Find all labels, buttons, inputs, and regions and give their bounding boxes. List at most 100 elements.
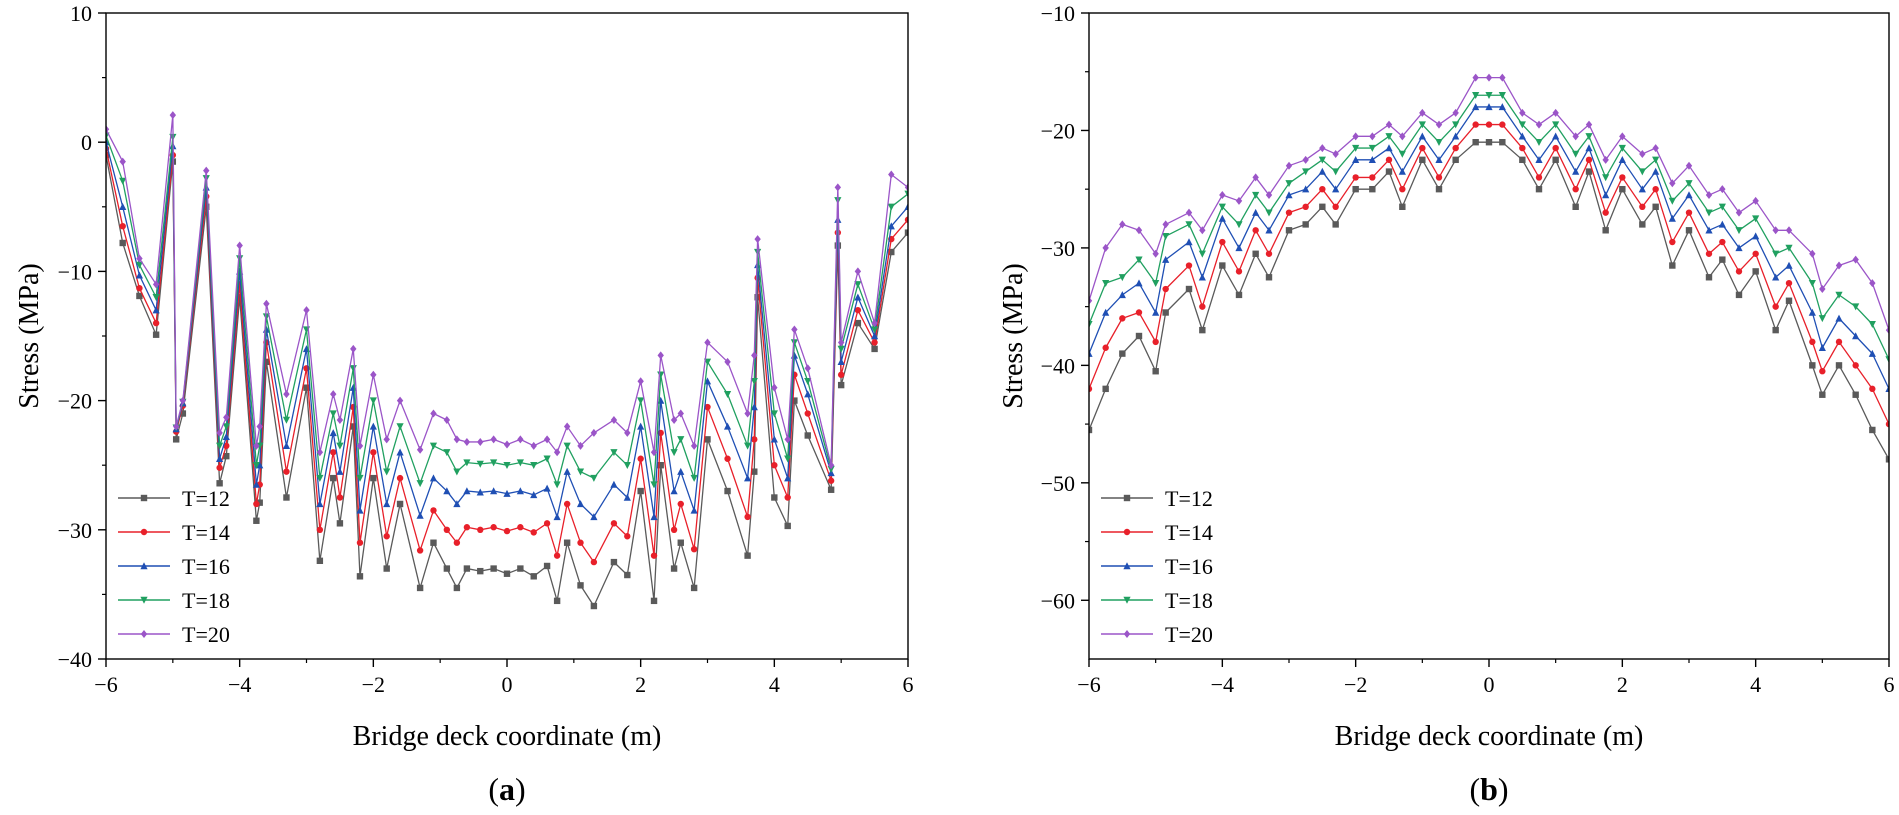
data-point bbox=[870, 332, 879, 340]
data-point bbox=[623, 493, 631, 501]
data-point bbox=[1219, 191, 1226, 200]
data-point bbox=[1252, 250, 1259, 257]
data-point bbox=[1419, 156, 1426, 164]
series-line-T14 bbox=[1089, 123, 1889, 425]
data-point bbox=[1809, 249, 1816, 258]
data-point bbox=[516, 487, 524, 495]
data-point bbox=[1152, 368, 1159, 375]
series-line-T20 bbox=[106, 114, 908, 466]
data-point bbox=[329, 410, 337, 418]
data-point bbox=[590, 474, 598, 482]
data-point bbox=[1118, 291, 1126, 299]
data-point bbox=[704, 338, 711, 347]
data-point bbox=[216, 454, 224, 462]
data-point bbox=[650, 552, 658, 559]
data-point bbox=[904, 216, 908, 223]
data-point bbox=[283, 468, 290, 475]
data-point bbox=[854, 293, 862, 301]
data-point bbox=[1638, 185, 1646, 193]
data-point bbox=[784, 494, 791, 501]
data-point bbox=[1852, 362, 1859, 369]
data-point bbox=[1719, 256, 1726, 263]
data-point bbox=[1735, 244, 1743, 252]
data-point bbox=[827, 477, 835, 484]
data-point bbox=[770, 435, 778, 443]
data-point bbox=[1818, 315, 1826, 323]
data-point bbox=[677, 409, 684, 418]
data-point bbox=[1869, 385, 1876, 393]
data-point bbox=[1499, 139, 1506, 146]
series-group bbox=[1089, 73, 1889, 463]
data-point bbox=[253, 441, 260, 450]
data-point bbox=[263, 299, 270, 308]
data-point bbox=[1385, 120, 1393, 129]
data-point bbox=[543, 455, 551, 463]
data-point bbox=[791, 325, 798, 334]
data-point bbox=[577, 539, 584, 546]
data-point bbox=[1235, 196, 1243, 205]
data-point bbox=[350, 423, 357, 430]
data-point bbox=[1808, 308, 1816, 316]
data-point bbox=[1385, 133, 1393, 141]
data-point bbox=[477, 567, 484, 575]
data-point bbox=[396, 500, 404, 508]
data-point bbox=[396, 474, 404, 482]
data-point bbox=[1685, 191, 1693, 199]
data-point bbox=[119, 222, 126, 230]
data-point bbox=[724, 487, 731, 495]
data-point bbox=[1752, 215, 1760, 223]
data-point bbox=[563, 467, 571, 475]
data-point bbox=[383, 468, 391, 476]
data-point bbox=[1089, 426, 1093, 434]
data-point bbox=[1162, 285, 1169, 293]
legend-marker bbox=[140, 562, 148, 570]
data-point bbox=[1518, 132, 1526, 140]
data-point bbox=[1252, 191, 1260, 199]
data-point bbox=[1785, 244, 1793, 252]
data-point bbox=[1185, 262, 1193, 269]
data-point bbox=[356, 539, 364, 546]
legend-label-T16: T=16 bbox=[182, 554, 230, 579]
data-point bbox=[119, 239, 126, 247]
data-point bbox=[1199, 303, 1206, 310]
data-point bbox=[1319, 144, 1326, 153]
data-point bbox=[1265, 250, 1273, 257]
data-point bbox=[1772, 303, 1779, 310]
data-point bbox=[396, 448, 404, 456]
data-point bbox=[1885, 326, 1889, 335]
data-point bbox=[136, 292, 143, 300]
data-point bbox=[383, 500, 391, 508]
data-point bbox=[222, 423, 230, 431]
data-point bbox=[1668, 197, 1676, 205]
data-point bbox=[203, 166, 210, 175]
data-point bbox=[1235, 291, 1243, 299]
data-point bbox=[771, 494, 778, 501]
series-line-T16 bbox=[1089, 106, 1889, 390]
x-tick-label: −4 bbox=[228, 672, 251, 697]
data-point bbox=[316, 500, 324, 508]
data-point bbox=[804, 410, 811, 417]
data-point bbox=[316, 526, 324, 533]
data-point bbox=[1419, 108, 1426, 117]
data-point bbox=[870, 326, 879, 334]
data-point bbox=[1572, 185, 1579, 193]
data-point bbox=[1685, 227, 1693, 234]
data-point bbox=[624, 533, 631, 540]
data-point bbox=[1685, 180, 1693, 188]
data-point bbox=[563, 539, 571, 546]
data-point bbox=[1835, 291, 1843, 299]
data-point bbox=[771, 462, 778, 469]
data-point bbox=[837, 345, 845, 353]
data-point bbox=[1868, 349, 1876, 357]
data-point bbox=[256, 461, 264, 469]
data-point bbox=[1869, 426, 1876, 434]
data-point bbox=[827, 461, 835, 470]
data-point bbox=[657, 371, 665, 379]
data-point bbox=[1185, 221, 1193, 229]
data-point bbox=[888, 248, 895, 256]
data-point bbox=[624, 571, 631, 579]
data-point bbox=[1552, 108, 1559, 117]
data-point bbox=[904, 190, 908, 198]
data-point bbox=[136, 284, 143, 292]
